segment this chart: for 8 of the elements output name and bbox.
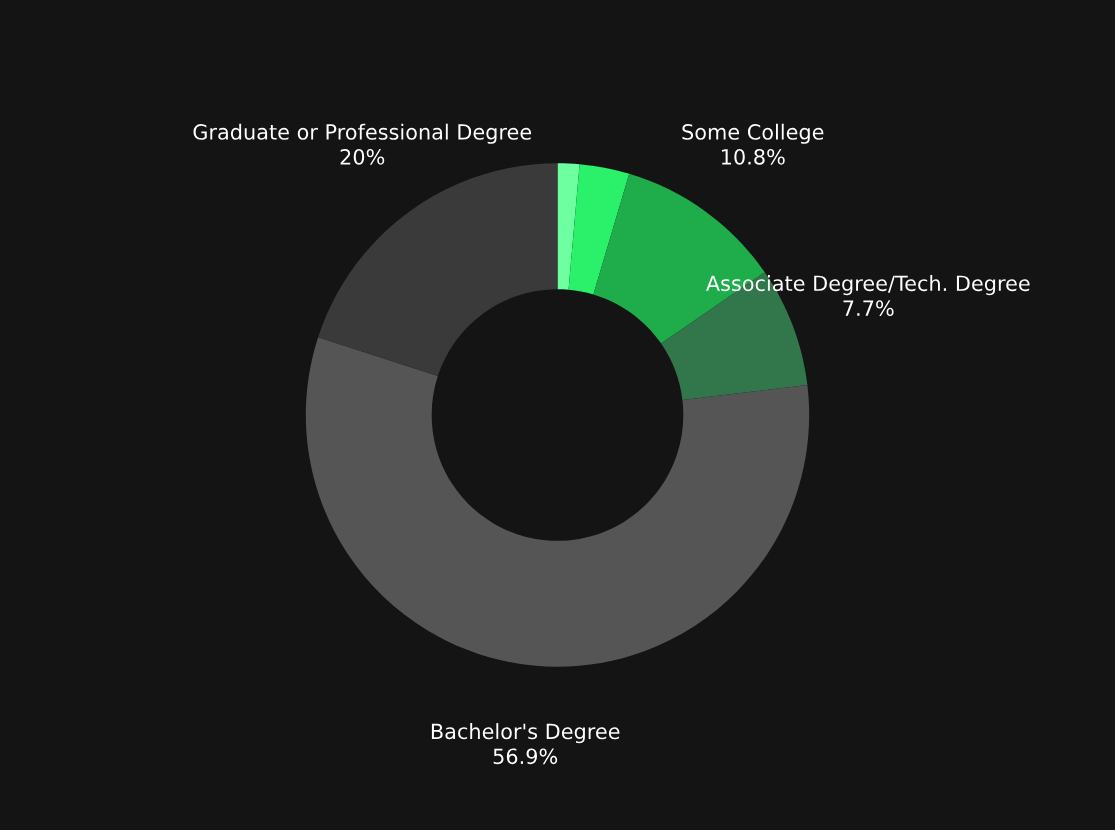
slice-label: Bachelor's Degree xyxy=(431,723,620,744)
slice-label: Associate Degree/Tech. Degree xyxy=(705,275,1030,296)
data-label: 7.7% xyxy=(843,300,894,317)
data-label: 56.9% xyxy=(493,748,558,765)
data-label: 10.8% xyxy=(721,148,785,165)
slice-label: Some College xyxy=(682,123,824,144)
data-label: 20% xyxy=(340,148,385,165)
slice-label: Graduate or Professional Degree xyxy=(193,123,532,144)
